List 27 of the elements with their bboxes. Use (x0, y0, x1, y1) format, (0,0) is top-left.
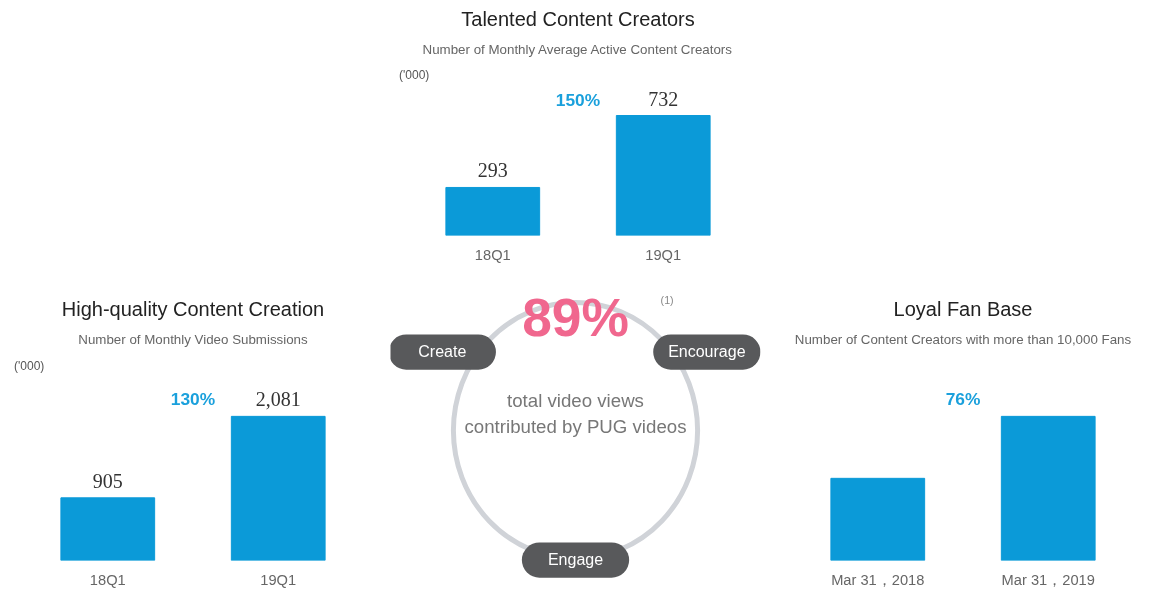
y-axis-title: ('000) (14, 358, 45, 373)
chart-title: Loyal Fan Base (893, 297, 1033, 320)
text: Create (418, 343, 467, 361)
text: 130% (170, 389, 216, 410)
y-axis-title: ('000) (399, 67, 430, 82)
chart-subtitle: Number of Monthly Video Submissions (78, 331, 309, 347)
data-label: 905 (92, 469, 123, 492)
data-label: 293 (477, 159, 508, 182)
x-tick-label: 18Q1 (89, 571, 126, 588)
x-tick-label: 19Q1 (260, 571, 297, 588)
chart-subtitle: Number of Content Creators with more than 10,000 Fans (794, 331, 1132, 347)
text: (1) (660, 293, 674, 306)
chart-title: Talented Content Creators (461, 7, 695, 30)
text: 89% (522, 288, 629, 348)
text: Engage (547, 551, 604, 569)
chart-subtitle: Number of Monthly Average Active Content Creators (422, 41, 733, 57)
x-tick-label: 18Q1 (474, 246, 511, 263)
chart-title: High-quality Content Creation (61, 297, 325, 320)
data-label: 2,081 (255, 388, 301, 411)
x-tick-label: Mar 31，2018 (831, 571, 925, 588)
text: 76% (945, 389, 981, 410)
data-label: 732 (648, 87, 679, 110)
text: 150% (555, 89, 601, 110)
text: Encourage (668, 343, 746, 361)
x-tick-label: 19Q1 (645, 246, 682, 263)
text: total video views contributed by PUG videos (464, 390, 687, 437)
x-tick-label: Mar 31，2019 (1001, 571, 1095, 588)
